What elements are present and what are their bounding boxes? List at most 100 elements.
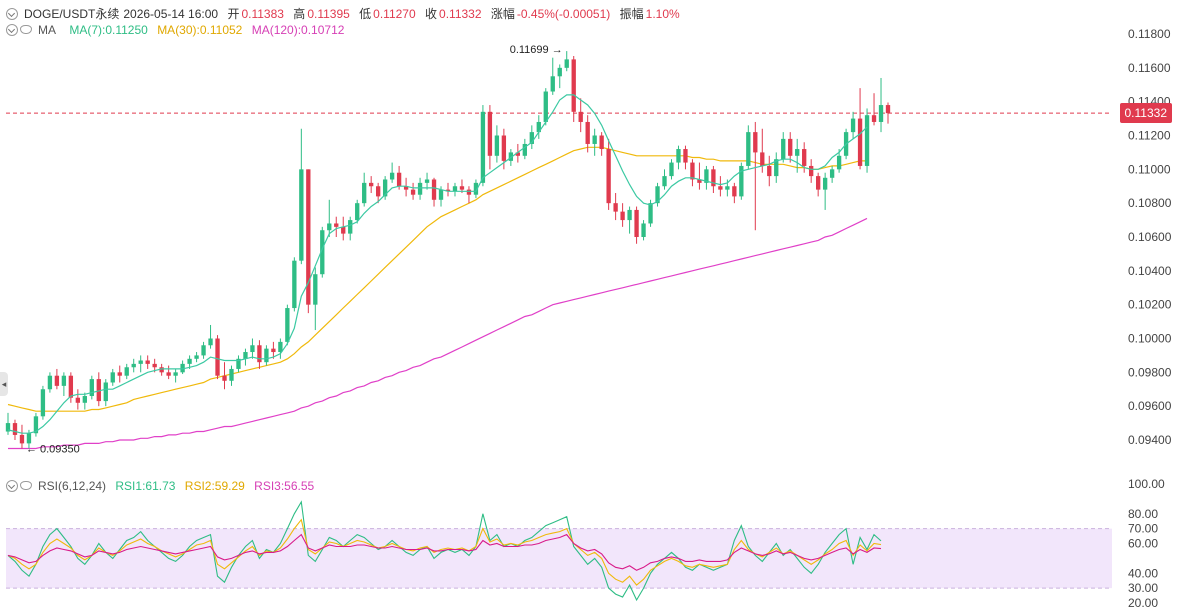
rsi3-legend: RSI3:56.55 bbox=[254, 479, 315, 493]
symbol-label: DOGE/USDT永续 bbox=[24, 7, 120, 21]
candle-body bbox=[166, 372, 171, 376]
candle-body bbox=[634, 209, 639, 237]
candle-body bbox=[417, 182, 423, 195]
candle-body bbox=[564, 59, 569, 68]
last-price-tag: 0.11332 bbox=[1119, 103, 1172, 123]
candle-body bbox=[466, 189, 472, 195]
candle-body bbox=[746, 132, 751, 166]
candle-body bbox=[815, 176, 821, 190]
price-axis-tick: 0.11800 bbox=[1128, 27, 1171, 41]
candle-body bbox=[732, 186, 737, 197]
eye-icon[interactable] bbox=[20, 25, 32, 34]
candle-body bbox=[208, 338, 213, 346]
candle-body bbox=[222, 375, 227, 381]
open-label: 开 bbox=[227, 7, 240, 21]
ma120-line bbox=[8, 217, 868, 450]
ma30-line bbox=[7, 146, 867, 412]
candle-body bbox=[795, 149, 800, 156]
ma-collapse-icon[interactable] bbox=[6, 24, 18, 36]
candle-body bbox=[33, 416, 39, 434]
amplitude-label: 振幅 bbox=[619, 7, 644, 21]
price-axis-tick: 0.11600 bbox=[1128, 61, 1171, 75]
rsi-collapse-icon[interactable] bbox=[6, 480, 18, 492]
low-value: 0.11270 bbox=[373, 7, 416, 21]
candle-body bbox=[711, 169, 716, 187]
candle-body bbox=[529, 132, 534, 144]
candle-body bbox=[40, 389, 46, 417]
candle-body bbox=[522, 143, 527, 156]
amplitude-value: 1.10% bbox=[645, 7, 680, 21]
candle-body bbox=[236, 358, 241, 369]
candle-body bbox=[836, 155, 842, 170]
candle-body bbox=[725, 186, 730, 190]
candle-body bbox=[396, 172, 402, 187]
candle-body bbox=[487, 111, 493, 156]
candle-body bbox=[215, 338, 220, 376]
candle-body bbox=[871, 115, 877, 122]
rsi-legend: RSI(6,12,24) RSI1:61.73 RSI2:59.29 RSI3:… bbox=[6, 479, 320, 493]
candle-body bbox=[327, 223, 332, 231]
candle-body bbox=[257, 345, 262, 363]
candle-body bbox=[613, 203, 618, 212]
rsi-eye-icon[interactable] bbox=[20, 481, 32, 490]
rsi-axis-tick: 100.00 bbox=[1128, 477, 1165, 491]
collapse-chevron-icon[interactable] bbox=[6, 8, 18, 20]
candle-body bbox=[641, 223, 646, 237]
price-axis-tick: 0.10600 bbox=[1128, 230, 1172, 244]
price-axis-tick: 0.09600 bbox=[1128, 399, 1172, 413]
candle-body bbox=[648, 203, 653, 224]
candle-body bbox=[878, 105, 884, 122]
candle-body bbox=[334, 223, 339, 227]
ma-legend: MA MA(7):0.11250 MA(30):0.11052 MA(120):… bbox=[6, 23, 350, 37]
candle-body bbox=[662, 176, 667, 187]
high-annotation: 0.11699 → bbox=[510, 44, 563, 56]
candle-body bbox=[760, 152, 765, 166]
datetime-label: 2026-05-14 16:00 bbox=[123, 7, 219, 21]
ma-indicator-name: MA bbox=[38, 23, 56, 37]
candle-body bbox=[410, 189, 416, 195]
candle-body bbox=[885, 105, 891, 114]
candle-body bbox=[264, 348, 269, 363]
price-axis-tick: 0.10200 bbox=[1128, 298, 1172, 312]
candle-body bbox=[857, 118, 863, 166]
candle-body bbox=[243, 352, 248, 359]
candle-body bbox=[89, 379, 94, 397]
candle-body bbox=[864, 115, 870, 166]
candle-body bbox=[61, 375, 67, 386]
candle-body bbox=[299, 169, 304, 261]
candle-body bbox=[620, 211, 625, 221]
price-axis-tick: 0.10400 bbox=[1128, 264, 1172, 278]
high-label: 高 bbox=[293, 7, 306, 21]
candle-body bbox=[431, 179, 437, 200]
candle-body bbox=[306, 169, 311, 305]
candle-body bbox=[201, 345, 206, 356]
close-value: 0.11332 bbox=[439, 7, 482, 21]
candle-body bbox=[753, 132, 758, 153]
candle-body bbox=[389, 172, 395, 180]
candle-body bbox=[75, 397, 81, 403]
candle-body bbox=[767, 165, 772, 177]
rsi-axis-tick: 30.00 bbox=[1128, 581, 1158, 595]
candle-body bbox=[459, 186, 465, 190]
open-value: 0.11383 bbox=[241, 7, 284, 21]
candle-body bbox=[117, 372, 122, 376]
candle-body bbox=[599, 135, 604, 150]
candle-body bbox=[355, 203, 360, 221]
candle-body bbox=[320, 230, 325, 275]
low-label: 低 bbox=[359, 7, 372, 21]
ma7-line bbox=[7, 94, 868, 434]
candle-body bbox=[809, 165, 814, 177]
expand-left-handle[interactable]: ◂ bbox=[0, 372, 8, 396]
candle-body bbox=[718, 186, 723, 190]
candle-body bbox=[592, 135, 597, 144]
candle-body bbox=[438, 189, 444, 200]
candle-body bbox=[313, 274, 318, 305]
candle-body bbox=[47, 375, 53, 390]
candle-body bbox=[187, 358, 192, 364]
candle-body bbox=[278, 341, 283, 353]
candle-body bbox=[473, 182, 479, 195]
candle-body bbox=[550, 76, 555, 92]
candle-body bbox=[536, 121, 541, 133]
candle-body bbox=[138, 360, 143, 364]
